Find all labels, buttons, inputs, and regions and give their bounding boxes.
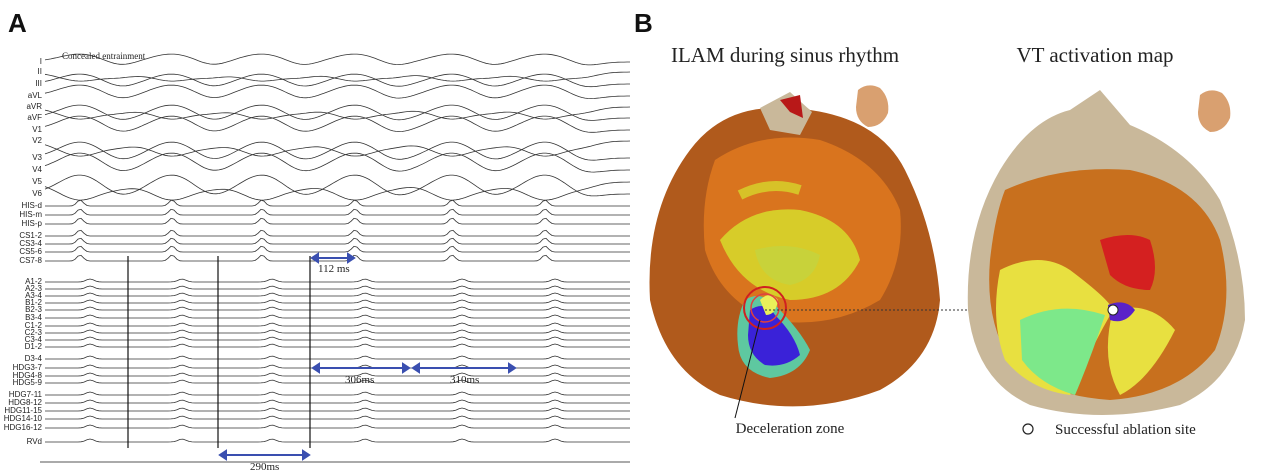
channel-label: B1-2 <box>25 298 42 307</box>
orientation-icon <box>1198 90 1231 132</box>
channel-label: HIS-m <box>19 210 42 219</box>
trace <box>45 285 630 290</box>
tracings: IIIIIIaVLaVRaVFV1V2V3V4V5V6HIS-dHIS-mHIS… <box>4 53 631 448</box>
trace <box>45 407 630 412</box>
trace <box>45 343 630 348</box>
trace <box>44 106 631 120</box>
ilam-map <box>649 92 940 407</box>
channel-label: aVR <box>26 102 42 111</box>
trace <box>45 254 630 262</box>
panel-label: A <box>8 8 27 38</box>
trace <box>45 245 630 253</box>
channel-label: aVL <box>28 91 43 100</box>
trace <box>45 229 630 237</box>
trace <box>44 181 631 201</box>
trace <box>45 336 630 341</box>
channel-label: HIS-d <box>22 201 42 210</box>
channel-label: HDG3-7 <box>13 363 43 372</box>
interval-label: 310ms <box>450 374 479 386</box>
channel-label: II <box>38 67 42 76</box>
channel-label: A2-3 <box>25 284 42 293</box>
map-title: VT activation map <box>1016 43 1173 67</box>
channel-label: C1-2 <box>25 321 43 330</box>
trace <box>45 322 630 327</box>
channel-label: D1-2 <box>25 342 43 351</box>
channel-label: A3-4 <box>25 291 42 300</box>
channel-label: CS1-2 <box>19 231 42 240</box>
channel-label: A1-2 <box>25 277 42 286</box>
map-annotation: Deceleration zone <box>736 421 845 437</box>
channel-label: III <box>35 79 42 88</box>
pointer <box>734 319 761 419</box>
trace <box>45 329 630 334</box>
trace <box>45 355 630 360</box>
channel-label: CS7-8 <box>19 256 42 265</box>
channel-label: V4 <box>32 165 42 174</box>
interval-label: 306ms <box>345 374 374 386</box>
channel-label: B3-4 <box>25 313 42 322</box>
channel-label: RVd <box>27 437 42 446</box>
channel-label: HDG5-9 <box>13 378 43 387</box>
trace <box>45 278 630 283</box>
legend-marker <box>1022 423 1034 435</box>
legend-text: Successful ablation site <box>1055 422 1196 438</box>
trace <box>45 208 630 216</box>
channel-label: HDG11-15 <box>4 406 42 415</box>
trace <box>45 424 630 429</box>
trace <box>45 438 630 443</box>
channel-label: HIS-p <box>22 219 43 228</box>
channel-label: I <box>40 57 42 66</box>
annotation: Concealed entrainment <box>62 51 146 61</box>
orientation-icon <box>856 85 889 127</box>
channel-label: HDG16-12 <box>4 423 43 432</box>
trace <box>45 399 630 404</box>
channel-label: HDG14-10 <box>4 414 43 423</box>
trace <box>45 379 630 384</box>
trace <box>44 84 630 100</box>
channel-label: aVF <box>27 113 42 122</box>
trace <box>45 391 630 396</box>
channel-label: CS5-6 <box>19 247 42 256</box>
channel-label: HDG4-8 <box>13 371 43 380</box>
interval-label: 112 ms <box>318 263 350 275</box>
trace <box>44 71 631 82</box>
channel-label: C2-3 <box>25 328 43 337</box>
trace <box>44 115 630 133</box>
trace <box>44 73 630 88</box>
trace <box>45 306 630 311</box>
trace <box>44 140 631 157</box>
trace <box>45 372 630 377</box>
channel-label: CS3-4 <box>19 239 42 248</box>
trace <box>45 237 630 245</box>
trace <box>45 299 630 304</box>
trace <box>45 199 630 207</box>
panel-label: B <box>634 8 653 38</box>
trace <box>44 104 630 121</box>
channel-label: HDG8-12 <box>8 398 42 407</box>
trace <box>44 152 630 173</box>
interval-label: 290ms <box>250 461 279 473</box>
channel-label: B2-3 <box>25 305 42 314</box>
vt-map <box>967 90 1245 415</box>
channel-label: V6 <box>32 189 42 198</box>
channel-label: V2 <box>32 136 42 145</box>
channel-label: C3-4 <box>25 335 43 344</box>
trace <box>44 53 630 66</box>
map-title: ILAM during sinus rhythm <box>671 43 899 67</box>
trace <box>45 292 630 297</box>
trace <box>45 217 630 225</box>
trace <box>45 314 630 319</box>
channel-label: HDG7-11 <box>9 390 43 399</box>
trace <box>45 415 630 420</box>
channel-label: V3 <box>32 153 42 162</box>
channel-label: V1 <box>32 125 42 134</box>
trace <box>44 174 630 197</box>
channel-label: D3-4 <box>25 354 43 363</box>
trace <box>44 141 630 161</box>
channel-label: V5 <box>32 177 42 186</box>
interval-arrows <box>218 252 517 461</box>
